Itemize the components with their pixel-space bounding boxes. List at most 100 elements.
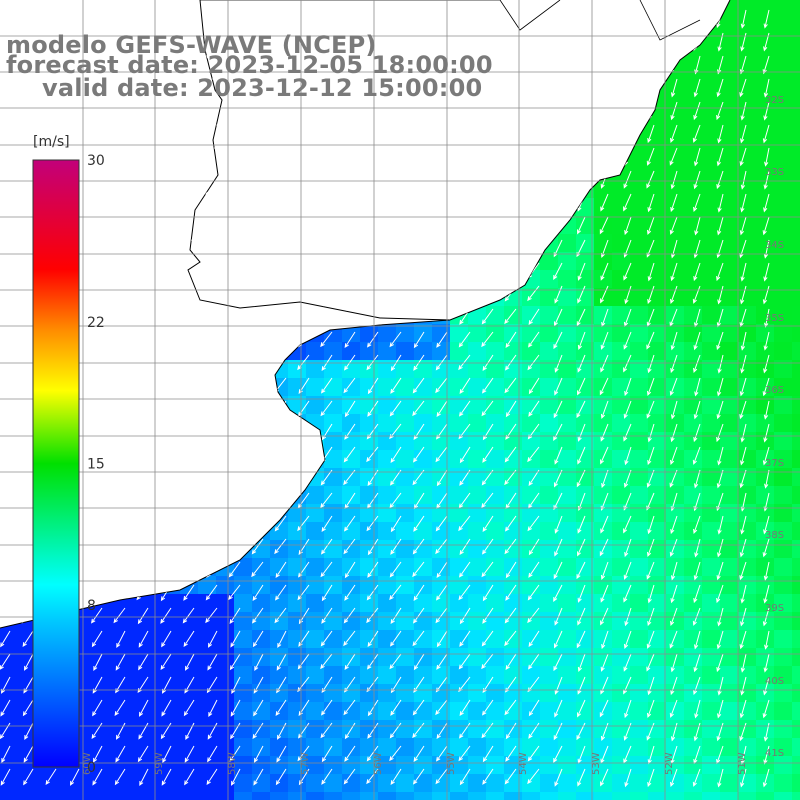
wind-arrow	[481, 722, 494, 739]
wind-speed-cell	[396, 720, 415, 739]
wind-speed-cell	[522, 684, 541, 703]
wind-arrow	[387, 260, 402, 265]
wind-speed-cell	[252, 558, 271, 577]
wind-arrow	[623, 423, 632, 442]
wind-speed-cell	[216, 576, 235, 595]
wind-speed-cell	[468, 486, 487, 505]
wind-speed-cell	[18, 648, 37, 667]
wind-arrow	[390, 515, 402, 533]
wind-speed-cell	[720, 72, 739, 91]
wind-arrow	[254, 653, 264, 672]
wind-arrow	[481, 653, 494, 670]
wind-speed-cell	[720, 180, 739, 199]
wind-speed-cell	[612, 306, 631, 325]
wind-speed-cell	[522, 504, 541, 523]
wind-arrow	[321, 584, 333, 602]
wind-speed-cell	[306, 558, 325, 577]
wind-speed-cell	[378, 720, 397, 739]
wind-speed-cell	[738, 414, 757, 433]
wind-speed-cell	[720, 306, 739, 325]
wind-speed-cell	[558, 252, 577, 271]
wind-speed-cell	[108, 756, 127, 775]
wind-speed-cell	[342, 648, 361, 667]
wind-speed-cell	[594, 468, 613, 487]
wind-speed-cell	[792, 774, 800, 793]
wind-speed-cell	[702, 162, 721, 181]
wind-arrow	[600, 262, 609, 281]
wind-speed-cell	[684, 108, 703, 127]
wind-arrow	[364, 307, 379, 312]
wind-speed-cell	[684, 270, 703, 289]
lon-label: 54W	[518, 752, 529, 775]
wind-speed-cell	[540, 378, 559, 397]
wind-arrow	[272, 191, 287, 197]
wind-arrow	[670, 239, 678, 259]
wind-speed-cell	[378, 774, 397, 793]
wind-speed-cell	[450, 666, 469, 685]
wind-arrow	[647, 768, 655, 788]
wind-speed-cell	[702, 774, 721, 793]
wind-speed-cell	[324, 342, 343, 361]
wind-arrow	[669, 538, 678, 557]
colorbar-gradient	[32, 159, 80, 768]
wind-speed-cell	[288, 396, 307, 415]
wind-speed-cell	[630, 162, 649, 181]
wind-arrow	[670, 607, 678, 627]
wind-speed-cell	[378, 450, 397, 469]
wind-speed-cell	[540, 486, 559, 505]
wind-arrow	[504, 630, 517, 647]
wind-speed-cell	[396, 774, 415, 793]
wind-speed-cell	[612, 504, 631, 523]
wind-arrow	[459, 607, 471, 625]
wind-arrow	[208, 699, 218, 718]
wind-speed-cell	[702, 270, 721, 289]
wind-speed-cell	[702, 414, 721, 433]
wind-speed-cell	[648, 162, 667, 181]
wind-speed-cell	[702, 252, 721, 271]
wind-arrow	[577, 538, 586, 557]
wind-arrow	[367, 469, 379, 487]
wind-speed-cell	[396, 594, 415, 613]
wind-speed-cell	[666, 270, 685, 289]
wind-arrow	[576, 630, 586, 649]
wind-arrow	[693, 653, 701, 673]
colorbar-tick-label: 15	[87, 457, 105, 473]
wind-speed-cell	[522, 288, 541, 307]
wind-arrow	[717, 515, 724, 535]
wind-speed-cell	[198, 630, 217, 649]
wind-arrow	[114, 768, 126, 786]
wind-speed-cell	[720, 270, 739, 289]
wind-arrow	[762, 768, 770, 788]
wind-speed-cell	[612, 648, 631, 667]
wind-speed-cell	[594, 252, 613, 271]
wind-arrow	[670, 515, 678, 535]
wind-speed-cell	[396, 324, 415, 343]
wind-speed-cell	[468, 414, 487, 433]
wind-arrow	[366, 768, 379, 785]
wind-arrow	[481, 561, 494, 578]
wind-speed-cell	[126, 666, 145, 685]
wind-arrow	[553, 745, 563, 764]
wind-arrow	[366, 607, 379, 624]
wind-speed-cell	[684, 630, 703, 649]
wind-arrow	[318, 261, 333, 266]
wind-speed-cell	[702, 468, 721, 487]
wind-speed-cell	[774, 576, 793, 595]
wind-speed-cell	[792, 72, 800, 91]
lat-label: 34S	[765, 240, 784, 251]
wind-speed-cell	[504, 378, 523, 397]
wind-speed-cell	[558, 414, 577, 433]
wind-arrow	[138, 630, 149, 648]
wind-speed-cell	[540, 792, 559, 800]
wind-speed-cell	[396, 702, 415, 721]
wind-arrow	[410, 306, 425, 311]
wind-arrow	[436, 722, 448, 740]
wind-speed-cell	[18, 702, 37, 721]
wind-arrow	[693, 423, 701, 443]
wind-speed-cell	[684, 306, 703, 325]
wind-speed-cell	[504, 756, 523, 775]
wind-speed-cell	[486, 630, 505, 649]
wind-speed-cell	[576, 792, 595, 800]
wind-speed-cell	[396, 684, 415, 703]
wind-speed-cell	[324, 702, 343, 721]
